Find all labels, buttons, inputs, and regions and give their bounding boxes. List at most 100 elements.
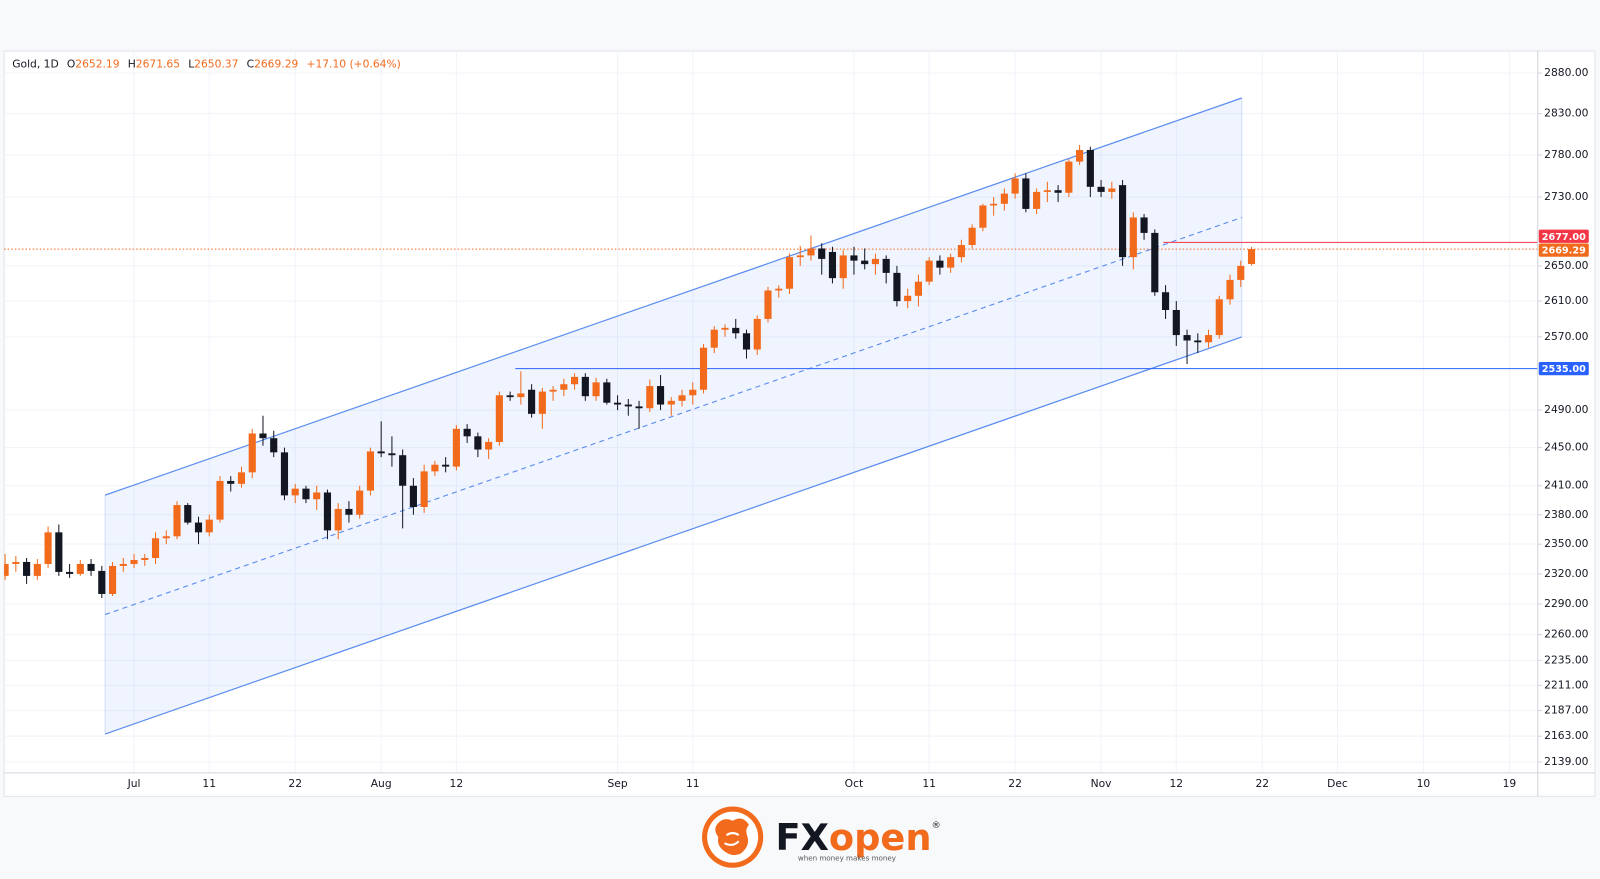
candle-body <box>1237 265 1245 280</box>
price-level-box <box>1538 229 1589 243</box>
tagline: when money makes money <box>798 854 896 863</box>
candle-body <box>613 402 622 405</box>
candle-body <box>291 488 299 496</box>
y-tick-label: 2570.00 <box>1544 330 1588 343</box>
header: Gold, 1D O2652.19 H2671.65 L2650.37 C2669.29… <box>12 57 401 70</box>
candle-body <box>871 258 880 265</box>
brand-fx: FX <box>776 816 829 859</box>
logo-detail <box>724 832 740 846</box>
candle-body <box>356 490 364 515</box>
logo: FXopen® when money makes money <box>702 806 941 868</box>
brand-open: open <box>829 816 932 859</box>
candle-body <box>1076 149 1084 162</box>
candle-body <box>646 386 654 409</box>
x-tick-label: 12 <box>450 777 464 790</box>
x-tick-label: 22 <box>288 777 302 790</box>
candle-body <box>1065 161 1073 193</box>
candle-body <box>1129 217 1137 258</box>
candle-body <box>764 290 772 319</box>
candle-body <box>603 382 611 403</box>
close-value: 2669.29 <box>254 57 298 70</box>
change: +17.10 (+0.64%) <box>306 57 400 70</box>
y-tick-label: 2450.00 <box>1544 441 1588 454</box>
candle-body <box>667 400 675 405</box>
candle-body <box>979 205 987 228</box>
y-tick-label: 2650.00 <box>1544 259 1588 272</box>
candle-body <box>23 561 31 576</box>
candle-body <box>904 295 912 302</box>
y-tick-label: 2410.00 <box>1544 479 1588 492</box>
candle-body <box>893 272 901 302</box>
level-labels: 2535.00 2677.00 2669.29 <box>1538 229 1589 376</box>
levels <box>4 241 1538 370</box>
candle-body <box>474 436 482 450</box>
low-key: L <box>188 57 194 70</box>
candle-body <box>452 428 460 467</box>
candle-body <box>216 480 224 520</box>
candle-body <box>1108 188 1116 192</box>
y-tick-label: 2139.00 <box>1544 755 1588 768</box>
brand: FXopen® <box>776 816 941 859</box>
candle-body <box>302 488 310 500</box>
candle-body <box>184 505 192 523</box>
y-tick-label: 2211.00 <box>1544 678 1588 691</box>
candle-body <box>227 480 235 484</box>
candles <box>4 144 1256 598</box>
candle-body <box>194 522 203 533</box>
y-tick-label: 2780.00 <box>1544 148 1588 161</box>
x-tick-label: Jul <box>127 777 141 790</box>
candle-body <box>656 386 665 405</box>
candle-body <box>925 260 933 282</box>
candle-body <box>914 281 922 296</box>
candle-body <box>850 255 858 261</box>
symbol: Gold, 1D <box>12 57 58 70</box>
candle-body <box>861 260 869 265</box>
candle-body <box>98 570 106 594</box>
candle-body <box>1033 191 1041 209</box>
candle-body <box>485 441 493 450</box>
candle-body <box>560 384 568 390</box>
y-tick-label: 2320.00 <box>1544 567 1588 580</box>
candle-body <box>399 455 407 486</box>
candle-body <box>710 329 718 348</box>
channel-lower <box>104 336 1243 735</box>
candle-body <box>957 244 965 258</box>
candle-body <box>377 451 385 454</box>
candle-body <box>270 438 278 453</box>
candle-body <box>936 260 944 268</box>
low-value: 2650.37 <box>194 57 238 70</box>
candle-body <box>796 255 804 258</box>
open-value: 2652.19 <box>75 57 119 70</box>
candle-body <box>1086 149 1094 187</box>
price-level-box <box>1538 243 1589 257</box>
candle-body <box>141 557 149 560</box>
x-tick-label: 11 <box>922 777 936 790</box>
y-tick-label: 2830.00 <box>1544 107 1588 120</box>
candle-body <box>173 505 181 537</box>
x-tick-label: 11 <box>686 777 700 790</box>
x-tick-label: Nov <box>1091 777 1113 790</box>
x-tick-label: 10 <box>1417 777 1431 790</box>
candle-body <box>753 318 761 350</box>
candle-body <box>334 508 342 531</box>
x-tick-label: 12 <box>1169 777 1183 790</box>
y-tick-label: 2235.00 <box>1544 653 1588 666</box>
candle-body <box>1043 190 1051 192</box>
candle-body <box>828 251 837 279</box>
candle-body <box>248 433 256 473</box>
candle-body <box>699 347 708 390</box>
x-tick-label: 19 <box>1503 777 1517 790</box>
candle-body <box>990 203 998 206</box>
candle-body <box>323 492 332 531</box>
candle-body <box>947 257 955 268</box>
candle-body <box>1247 249 1256 264</box>
candle-body <box>689 389 697 396</box>
y-tick-label: 2730.00 <box>1544 190 1588 203</box>
candle-body <box>528 389 536 414</box>
y-tick-label: 2350.00 <box>1544 537 1588 550</box>
candle-body <box>678 395 686 401</box>
candle-body <box>1161 292 1170 310</box>
y-tick-label: 2610.00 <box>1544 294 1588 307</box>
candle-body <box>1151 232 1159 293</box>
